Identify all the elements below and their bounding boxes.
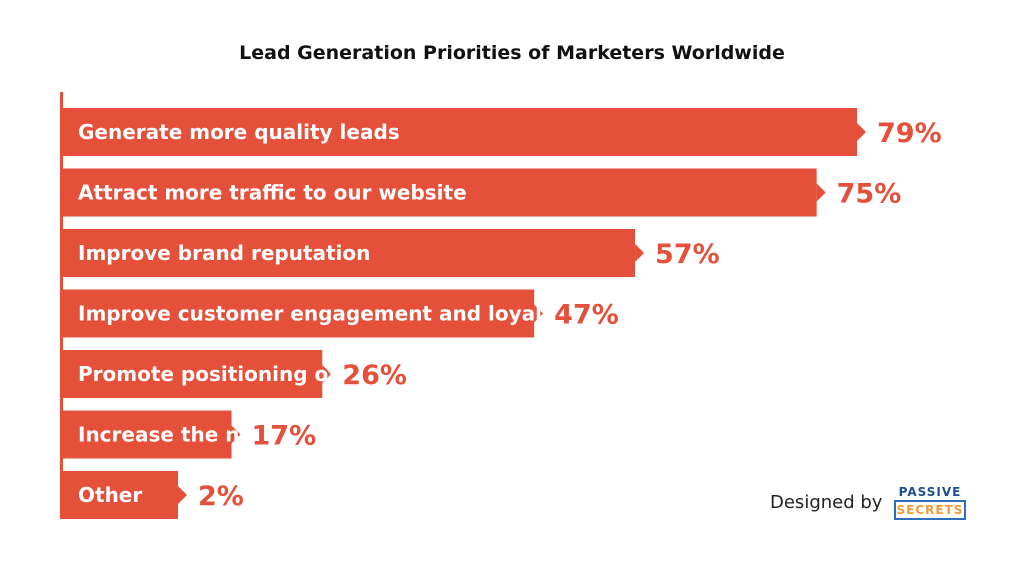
bar-group: Improve brand reputation 57% [60,229,720,277]
bar-pointer [322,365,332,383]
value-label: 26% [342,360,407,391]
value-label: 47% [554,300,619,331]
logo-line-2: SECRETS [894,500,966,520]
bar-pointer [635,244,645,262]
value-label: 75% [837,179,902,210]
bar-pointer [231,425,241,444]
bar-pointer [534,304,544,323]
category-label: Other [78,483,142,507]
bar-group: Other 2% [60,471,244,519]
bar-group: Generate more quality leads 79% [60,108,942,156]
category-label: Attract more traffic to our website [78,181,467,205]
chart-title: Lead Generation Priorities of Marketers … [239,42,785,64]
category-label: Improve customer engagement and loyalty [78,302,565,326]
bar [60,350,323,398]
value-label: 57% [655,239,720,270]
bar-group: Attract more traffic to our website 75% [60,168,902,217]
bar-pointer [857,123,866,141]
designed-by-text: Designed by [770,492,883,513]
category-label: Increase the number of payments [78,423,459,447]
bar [60,168,817,217]
bar [60,410,232,459]
value-label: 17% [252,421,317,452]
bar [60,108,857,156]
bar [60,471,178,519]
logo-line-1: PASSIVE [898,485,962,499]
bar-pointer [178,486,187,504]
bar [60,229,636,277]
category-label: Generate more quality leads [78,120,400,144]
bar [60,289,535,338]
category-label: Improve brand reputation [78,241,370,265]
bar-group: Improve customer engagement and loyalty4… [60,289,619,338]
passive-secrets-logo: PASSIVE SECRETS [894,484,966,520]
category-label: Promote positioning of new products [78,362,497,386]
bar-pointer [816,183,826,202]
value-label: 79% [877,118,942,149]
value-label: 2% [198,481,244,512]
